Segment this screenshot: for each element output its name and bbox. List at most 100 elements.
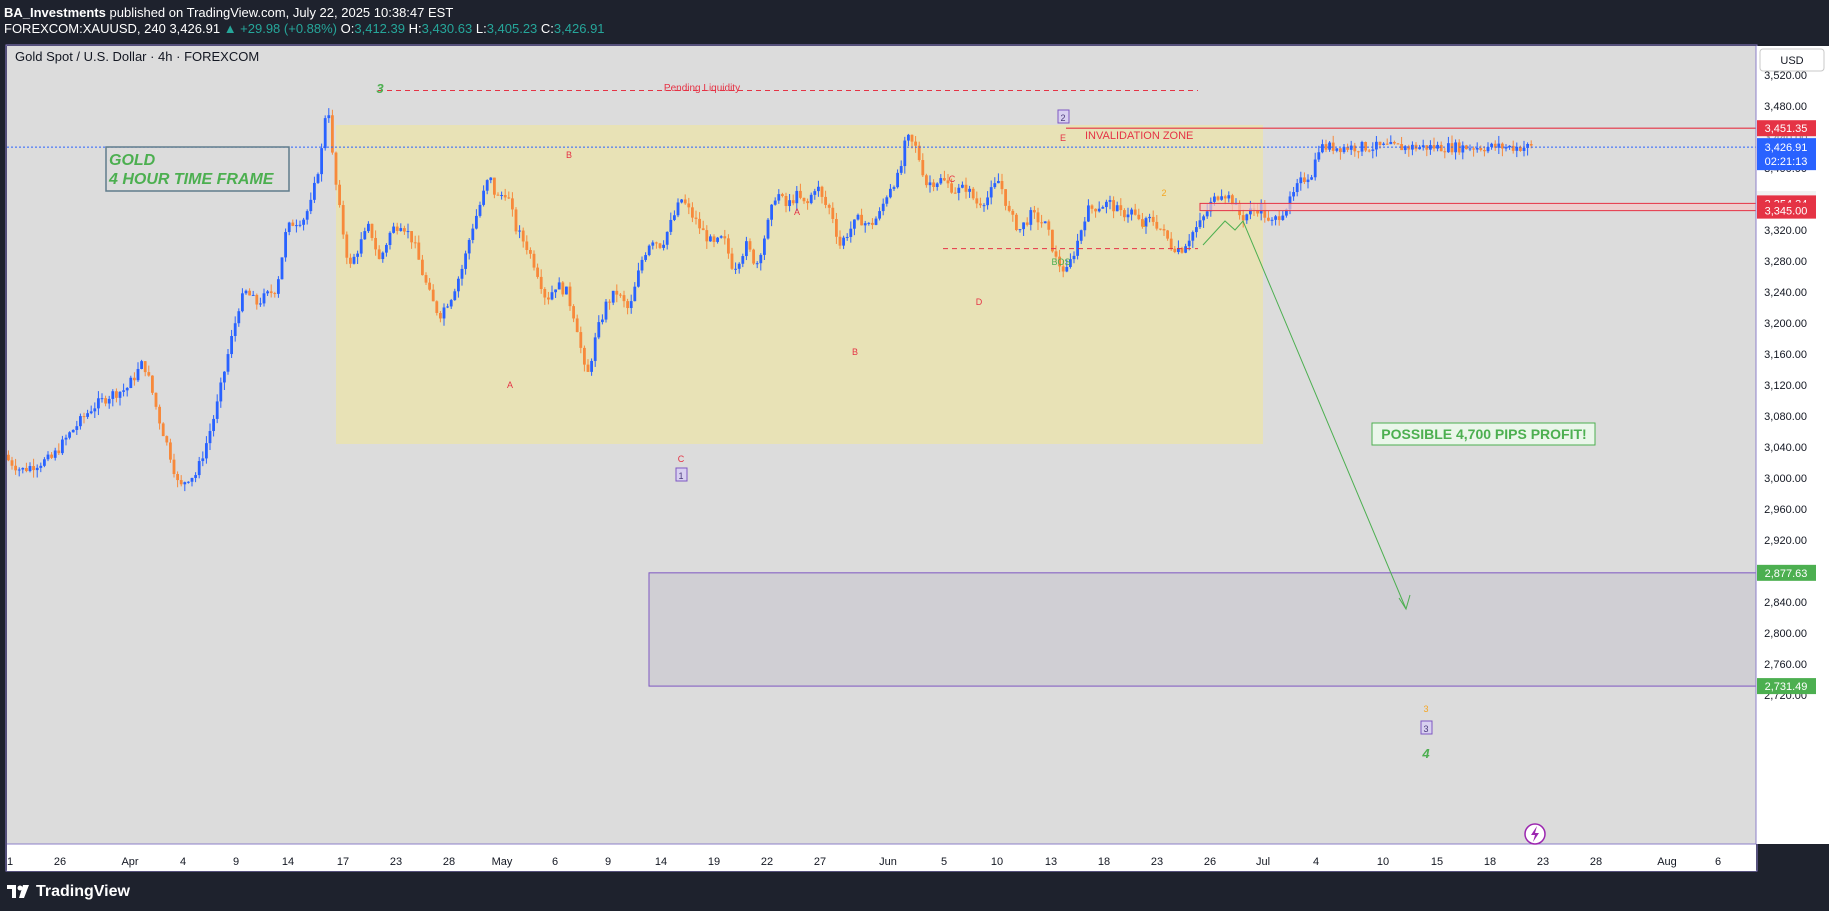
candle-body [1303,177,1306,183]
candle-body [1432,145,1436,149]
candle-body [377,249,381,260]
candle-body [651,242,655,246]
candle-body [341,205,345,235]
minor-2-label: 2 [1161,188,1166,198]
candle-body [496,194,500,196]
candle-body [565,286,568,295]
candle-body [1076,240,1079,256]
candle-body [10,460,14,466]
candle-body [1072,255,1076,260]
currency-button[interactable] [1759,48,1825,72]
x-tick-label: 17 [337,856,349,868]
candle-body [1519,146,1522,151]
publisher-name[interactable]: BA_Investments [4,5,106,20]
bolt-icon[interactable] [1524,823,1546,845]
y-tick-label: 2,960.00 [1764,504,1807,516]
candle-body [323,118,327,149]
candle-body [899,166,903,173]
x-tick-label: 18 [1098,856,1110,868]
target-box-3-label-box [1420,720,1433,735]
time-axis[interactable] [7,844,1756,871]
candle-body [763,238,766,255]
profit-label-box[interactable] [1371,422,1596,446]
price-label-target-top-bg [1757,564,1816,581]
x-tick-label: 15 [1431,856,1443,868]
tradingview-logo[interactable]: TradingView [6,883,130,901]
candle-body [845,236,849,238]
candle-body [788,200,791,207]
candle-body [172,459,176,475]
candle-body [1133,209,1137,215]
candle-body [147,372,151,376]
candle-body [97,398,100,409]
candle-body [881,203,885,212]
candle-body [676,202,680,216]
candle-body [547,297,550,300]
candle-body [1342,146,1346,153]
projection-arrow[interactable] [1202,220,1407,610]
candle-body [122,390,125,392]
candle-body [143,361,147,373]
candle-body [1137,214,1141,220]
candle-body [741,256,745,264]
candle-body [680,199,683,203]
candle-body [334,152,338,185]
candle-body [583,347,586,365]
wave-box-2-label: 2 [1060,113,1065,123]
y-tick-label: 3,000.00 [1764,473,1807,485]
x-tick-label: May [492,856,513,868]
candle-body [183,482,187,485]
candle-body [1144,218,1148,227]
candle-body [1436,144,1439,149]
price-axis[interactable] [1756,46,1829,844]
candle-body [590,360,593,372]
candle-body [1511,145,1515,151]
candle-body [1306,179,1310,183]
candle-body [1249,208,1252,215]
x-tick-label: 10 [991,856,1003,868]
x-tick-label: 14 [655,856,667,868]
candle-body [939,178,943,184]
candle-body [161,423,165,437]
candle-body [327,115,331,119]
price-label-invalidation: 3,451.35 [1765,123,1808,135]
candle-body [1195,227,1198,233]
candle-body [842,237,845,246]
chart-canvas[interactable]: GOLD 4 HOUR TIME FRAME Pending Liquidity IN… [0,42,1829,878]
candle-body [755,263,759,265]
candle-body [320,148,323,175]
y-tick-label: 3,160.00 [1764,349,1807,361]
candle-body [824,196,827,205]
candle-body [734,268,737,270]
projection-arrowhead [1398,594,1411,611]
target-zone[interactable] [648,572,1757,687]
candle-body [853,219,856,229]
consolidation-zone[interactable] [336,125,1263,444]
candle-body [1285,209,1288,216]
candle-body [1483,150,1486,152]
candle-body [53,450,57,458]
candle-body [1299,177,1303,184]
y-tick-label: 3,040.00 [1764,442,1807,454]
candle-body [158,406,161,424]
wave-box-1-label-box [675,467,688,482]
target-green-4-label: 4 [1421,746,1430,761]
candle-body [521,230,525,242]
candle-body [1126,214,1130,218]
candle-body [28,466,32,472]
candle-body [75,426,79,430]
candle-body [410,231,413,243]
candle-body [1389,141,1393,145]
price-change: ▲ +29.98 (+0.88%) [223,21,338,36]
candle-body [381,252,385,260]
candle-body [338,184,341,206]
x-tick-label: 14 [282,856,294,868]
candle-body [21,467,25,470]
timeframe-label-box[interactable] [105,146,290,192]
candle-body [1339,148,1342,153]
candle-body [1367,150,1371,152]
currency-label: USD [1780,55,1803,67]
wave-c1-label: C [678,454,685,464]
resistance-zone[interactable] [1199,202,1757,212]
candle-body [1223,196,1227,199]
